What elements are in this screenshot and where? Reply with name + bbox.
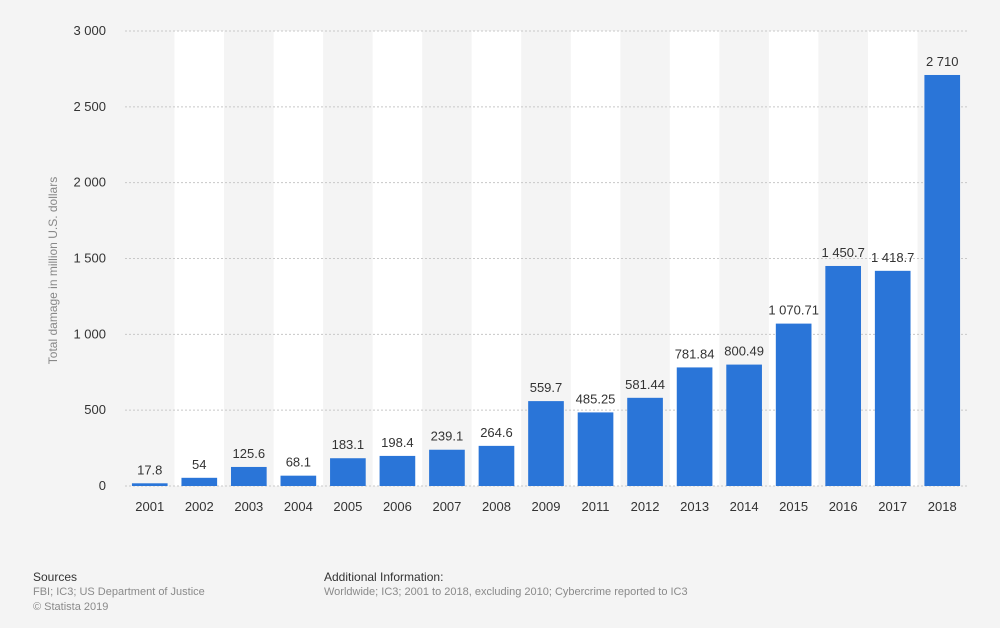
x-tick-label: 2003 — [234, 499, 263, 514]
x-tick-label: 2011 — [582, 499, 610, 514]
x-tick-label: 2004 — [284, 499, 313, 514]
bar-value-label: 485.25 — [576, 391, 616, 406]
bar-value-label: 581.44 — [625, 377, 665, 392]
bar — [330, 458, 366, 486]
y-tick-label: 3 000 — [73, 23, 106, 38]
x-tick-label: 2001 — [135, 499, 164, 514]
bar-value-label: 781.84 — [675, 346, 715, 361]
x-tick-label: 2005 — [333, 499, 362, 514]
bar-value-label: 264.6 — [480, 425, 513, 440]
bar — [379, 455, 416, 486]
y-tick-label: 500 — [84, 402, 106, 417]
bar-value-label: 54 — [192, 457, 206, 472]
x-tick-label: 2007 — [432, 499, 461, 514]
y-axis-label: Total damage in million U.S. dollars — [46, 177, 60, 364]
bar-value-label: 2 710 — [926, 54, 959, 69]
bar — [429, 449, 465, 486]
y-tick-label: 1 500 — [73, 251, 106, 266]
bar — [528, 401, 564, 486]
bar-value-label: 239.1 — [431, 429, 464, 444]
bar — [874, 270, 911, 486]
x-tick-label: 2012 — [631, 499, 660, 514]
x-axis-ticks: 2001 2002 2003 2004 2005 2006 2007 2008 2009 2011… — [135, 499, 956, 514]
x-tick-label: 2015 — [779, 499, 808, 514]
x-tick-label: 2006 — [383, 499, 412, 514]
bar-value-label: 183.1 — [332, 437, 365, 452]
y-tick-label: 2 000 — [73, 175, 106, 190]
bar — [577, 412, 614, 486]
bar-value-label: 559.7 — [530, 380, 563, 395]
x-tick-label: 2018 — [928, 499, 957, 514]
x-tick-label: 2017 — [878, 499, 907, 514]
bar — [280, 475, 317, 486]
bar-value-label: 125.6 — [233, 446, 266, 461]
bar — [676, 367, 713, 486]
bar-value-label: 1 070.71 — [768, 303, 819, 318]
bar — [825, 265, 862, 486]
bar — [726, 364, 762, 486]
x-tick-label: 2008 — [482, 499, 511, 514]
bar-chart: 0 500 1 000 1 500 2 000 2 500 3 000 17.8 54 125.… — [46, 23, 967, 514]
bar — [131, 483, 168, 486]
y-tick-label: 0 — [99, 478, 106, 493]
sources-block: Sources FBI; IC3; US Department of Justi… — [33, 570, 205, 615]
additional-info-block: Additional Information: Worldwide; IC3; … — [324, 570, 688, 600]
x-tick-label: 2009 — [532, 499, 561, 514]
x-tick-label: 2014 — [730, 499, 759, 514]
bar — [230, 466, 267, 486]
bar — [627, 397, 663, 486]
x-tick-label: 2013 — [680, 499, 709, 514]
y-tick-label: 1 000 — [73, 326, 106, 341]
bar — [924, 74, 961, 486]
bar-value-label: 800.49 — [724, 344, 764, 359]
bar — [181, 477, 218, 486]
bars — [131, 74, 961, 486]
bar-value-label: 1 418.7 — [871, 250, 914, 265]
y-axis-ticks: 0 500 1 000 1 500 2 000 2 500 3 000 — [73, 23, 106, 493]
y-tick-label: 2 500 — [73, 99, 106, 114]
bar-value-label: 68.1 — [286, 455, 311, 470]
column-band — [471, 31, 522, 486]
copyright-text: © Statista 2019 — [33, 601, 109, 613]
x-tick-label: 2002 — [185, 499, 214, 514]
bar — [775, 323, 812, 486]
bar-value-label: 1 450.7 — [821, 245, 864, 260]
bar — [478, 445, 515, 486]
x-tick-label: 2016 — [829, 499, 858, 514]
sources-text: FBI; IC3; US Department of Justice — [33, 586, 205, 598]
sources-title: Sources — [33, 570, 78, 584]
column-band — [570, 31, 621, 486]
bar-value-label: 17.8 — [137, 462, 162, 477]
additional-info-text: Worldwide; IC3; 2001 to 2018, excluding … — [324, 586, 688, 598]
bar-value-label: 198.4 — [381, 435, 414, 450]
additional-info-title: Additional Information: — [324, 570, 444, 584]
bar-value-labels: 17.8 54 125.6 68.1 183.1 198.4 239.1 264.6 559.7… — [137, 54, 958, 477]
